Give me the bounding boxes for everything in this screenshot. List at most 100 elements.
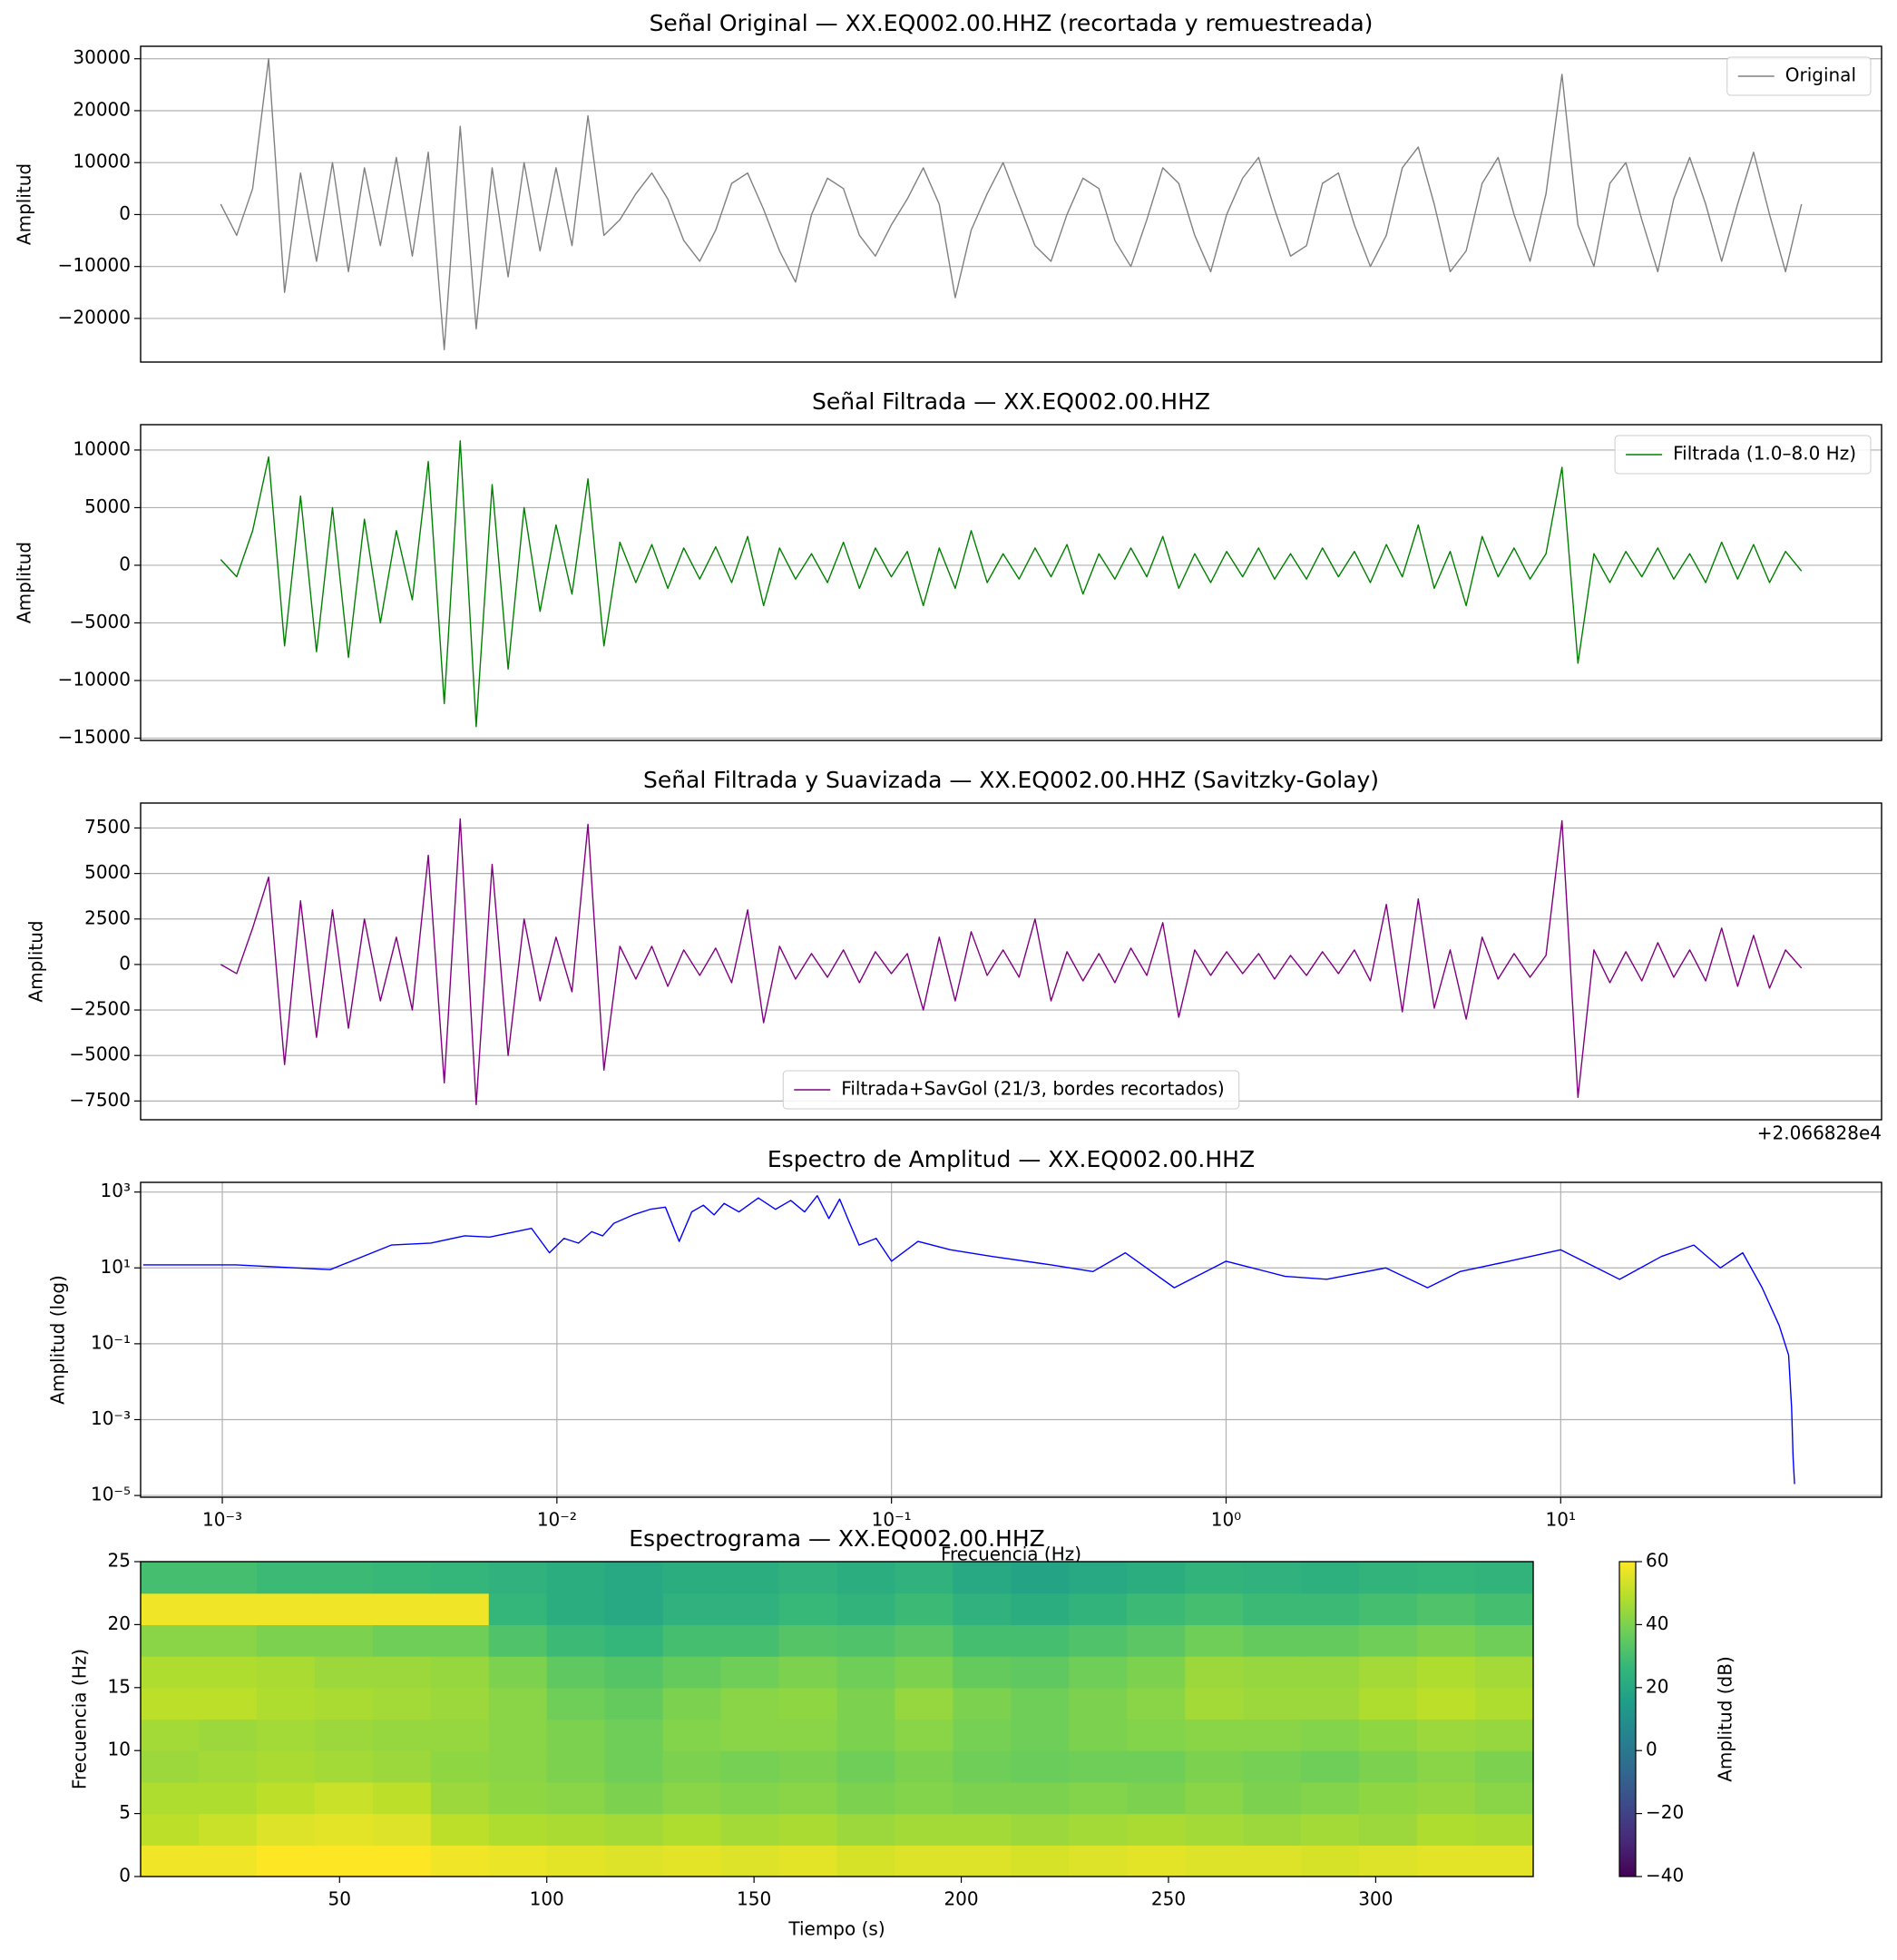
heatmap-cell	[1185, 1813, 1244, 1846]
heatmap-cell	[430, 1813, 490, 1846]
heatmap-cells	[141, 1562, 1533, 1877]
y-tick-label: 7500	[84, 816, 131, 838]
heatmap-cell	[1301, 1781, 1360, 1815]
heatmap-cell	[662, 1624, 722, 1657]
heatmap-cell	[1417, 1845, 1476, 1877]
heatmap-cell	[604, 1656, 664, 1689]
heatmap-cell	[372, 1687, 432, 1720]
heatmap-cell	[372, 1781, 432, 1815]
heatmap-cell	[953, 1624, 1012, 1657]
heatmap-cell	[1301, 1813, 1360, 1846]
plot-area	[141, 1182, 1882, 1497]
axes-frame	[140, 1181, 1882, 1498]
heatmap-cell	[953, 1750, 1012, 1783]
heatmap-cell	[546, 1781, 606, 1815]
heatmap-cell	[1359, 1719, 1418, 1751]
heatmap-cell	[546, 1750, 606, 1783]
y-axis-label: Amplitud	[25, 920, 47, 1002]
heatmap-cell	[1475, 1845, 1533, 1877]
legend: Filtrada+SavGol (21/3, bordes recortados…	[782, 1070, 1240, 1110]
heatmap-cell	[1127, 1813, 1186, 1846]
x-tick-label: 250	[1151, 1888, 1186, 1910]
heatmap-cell	[141, 1656, 200, 1689]
heatmap-cell	[372, 1719, 432, 1751]
heatmap-cell	[778, 1845, 838, 1877]
heatmap-cell	[1475, 1656, 1533, 1689]
heatmap-cell	[1475, 1562, 1533, 1594]
heatmap-cell	[141, 1687, 200, 1720]
heatmap-cell	[1359, 1624, 1418, 1657]
heatmap-cell	[1127, 1845, 1186, 1877]
heatmap-cell	[778, 1719, 838, 1751]
heatmap-cell	[488, 1813, 548, 1846]
heatmap-cell	[1475, 1813, 1533, 1846]
heatmap-cell	[778, 1624, 838, 1657]
heatmap-cell	[1011, 1845, 1070, 1877]
heatmap-cell	[1301, 1719, 1360, 1751]
heatmap-cell	[141, 1624, 200, 1657]
legend-box	[1614, 435, 1872, 475]
heatmap-cell	[778, 1750, 838, 1783]
heatmap-cell	[1417, 1687, 1476, 1720]
heatmap-cell	[836, 1845, 896, 1877]
heatmap-cell	[256, 1845, 316, 1877]
x-tick-label: 200	[944, 1888, 978, 1910]
heatmap-cell	[488, 1592, 548, 1625]
y-axis-label: Amplitud (log)	[47, 1275, 69, 1405]
y-tick-label: 15	[108, 1675, 131, 1697]
heatmap-cell	[1069, 1719, 1128, 1751]
x-axis-label: Tiempo (s)	[787, 1918, 885, 1940]
heatmap-cell	[1185, 1592, 1244, 1625]
heatmap-cell	[372, 1845, 432, 1877]
x-tick-label: 10⁰	[1211, 1509, 1241, 1531]
chart-title: Señal Original — XX.EQ002.00.HHZ (recort…	[650, 10, 1374, 36]
y-tick-label: 5000	[84, 495, 131, 517]
legend: Original	[1726, 56, 1872, 96]
heatmap-cell	[953, 1781, 1012, 1815]
y-tick-label: 10⁻³	[91, 1407, 131, 1429]
heatmap-cell	[953, 1719, 1012, 1751]
heatmap-cell	[604, 1719, 664, 1751]
heatmap-cell	[198, 1813, 258, 1846]
heatmap-cell	[895, 1592, 954, 1625]
legend-label: Original	[1785, 64, 1856, 86]
y-tick-label: −5000	[69, 611, 131, 632]
heatmap-cell	[372, 1750, 432, 1783]
heatmap-cell	[1127, 1562, 1186, 1594]
heatmap-cell	[314, 1813, 374, 1846]
heatmap-cell	[778, 1562, 838, 1594]
heatmap-cell	[1475, 1624, 1533, 1657]
heatmap-cell	[604, 1687, 664, 1720]
heatmap-cell	[430, 1845, 490, 1877]
heatmap-cell	[836, 1562, 896, 1594]
heatmap-cell	[662, 1781, 722, 1815]
heatmap-cell	[778, 1813, 838, 1846]
heatmap-cell	[488, 1719, 548, 1751]
heatmap-cell	[1359, 1813, 1418, 1846]
heatmap-cell	[1359, 1562, 1418, 1594]
heatmap-cell	[488, 1562, 548, 1594]
heatmap-cell	[1243, 1656, 1302, 1689]
heatmap-cell	[1301, 1845, 1360, 1877]
series-line	[220, 818, 1803, 1106]
y-tick-label: −2500	[69, 998, 131, 1020]
heatmap-cell	[895, 1845, 954, 1877]
heatmap-cell	[141, 1562, 200, 1594]
y-tick-label: 0	[119, 1865, 131, 1886]
y-tick-label: 20000	[73, 98, 131, 120]
heatmap-cell	[430, 1687, 490, 1720]
heatmap-cell	[141, 1845, 200, 1877]
heatmap-cell	[778, 1687, 838, 1720]
heatmap-cell	[314, 1845, 374, 1877]
x-tick-label: 300	[1358, 1888, 1393, 1910]
heatmap-cell	[953, 1687, 1012, 1720]
heatmap-cell	[953, 1592, 1012, 1625]
heatmap-cell	[1127, 1781, 1186, 1815]
heatmap-cell	[1069, 1845, 1128, 1877]
heatmap-cell	[372, 1562, 432, 1594]
x-tick-label: 10⁻²	[537, 1509, 577, 1531]
y-tick-label: −15000	[58, 726, 131, 748]
heatmap-cell	[198, 1845, 258, 1877]
heatmap-cell	[546, 1719, 606, 1751]
heatmap-cell	[256, 1624, 316, 1657]
